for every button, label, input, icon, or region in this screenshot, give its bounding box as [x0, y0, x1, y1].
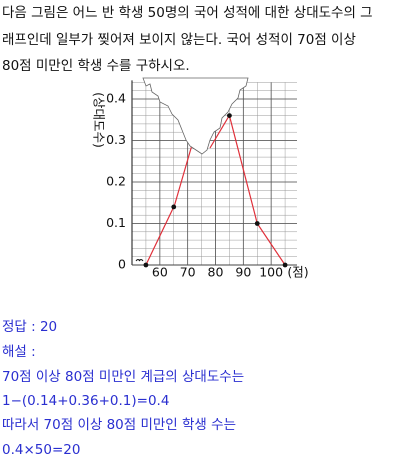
data-line: [145, 206, 175, 266]
x-tick-label: 90: [235, 265, 251, 280]
solution-line: 해설 :: [2, 344, 36, 360]
y-tick-label: 0.3: [106, 132, 126, 147]
data-point: [254, 221, 260, 226]
torn-area: [142, 77, 249, 155]
data-point: [143, 262, 149, 268]
y-tick-label: 0.4: [106, 91, 126, 106]
problem-line: 래프인데 일부가 찢어져 보이지 않는다. 국어 성적이 70점 이상: [2, 32, 356, 48]
solution-line: 70점 이상 80점 미만인 계급의 상대도수는: [2, 369, 244, 385]
x-tick-label: 80: [208, 265, 224, 280]
y-tick-label: 0: [118, 257, 126, 272]
y-tick-label: 0.1: [106, 215, 126, 230]
solution-line: 0.4×50=20: [2, 442, 80, 457]
x-axis-label: (점): [287, 265, 308, 280]
torn-segment: [173, 137, 195, 208]
solution-line: 따라서 70점 이상 80점 미만인 학생 수는: [2, 417, 236, 433]
y-tick-label: 0.2: [106, 174, 126, 189]
y-axis-label: (상대도수): [92, 92, 107, 148]
axis-break: [135, 259, 144, 262]
data-point: [282, 262, 288, 268]
chart: 0 0.1 0.2 0.3 0.4 60 70 80 90 100 (점) (상대도수): [92, 77, 309, 280]
problem-line: 80점 미만인 학생 수를 구하시오.: [2, 58, 190, 74]
problem-line: 다음 그림은 어느 반 학생 50명의 국어 성적에 대한 상대도수의 그: [2, 5, 373, 21]
solution-line: 1−(0.14+0.36+0.1)=0.4: [2, 393, 169, 409]
x-tick-label: 60: [152, 265, 168, 280]
x-tick-label: 100: [259, 265, 283, 280]
torn-segment: [209, 115, 230, 149]
answer: 정답 : 20: [2, 319, 57, 335]
data-point: [227, 113, 232, 118]
x-tick-label: 70: [180, 265, 196, 280]
data-point: [171, 204, 177, 210]
